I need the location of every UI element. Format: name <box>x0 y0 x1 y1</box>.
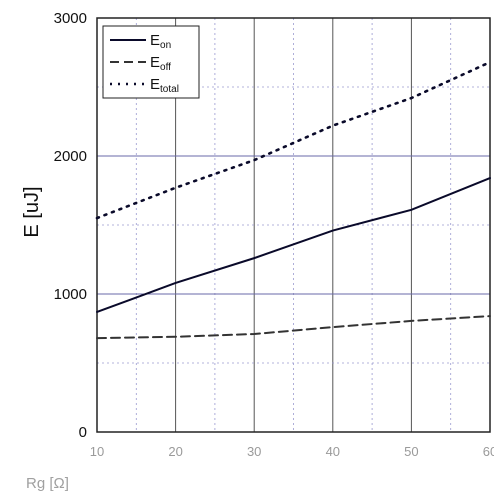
x-tick-label: 40 <box>326 444 340 459</box>
x-tick-label: 10 <box>90 444 104 459</box>
x-tick-label: 30 <box>247 444 261 459</box>
x-tick-label: 20 <box>168 444 182 459</box>
x-tick-label: 50 <box>404 444 418 459</box>
x-axis-ticks: 10 20 30 40 50 60 <box>90 444 494 459</box>
legend: Eon Eoff Etotal <box>102 25 200 99</box>
series-line-eon <box>96 177 491 313</box>
x-tick-label: 60 <box>483 444 494 459</box>
y-axis-label: E [uJ] <box>21 186 43 237</box>
grid <box>97 18 490 432</box>
y-tick-label: 0 <box>79 424 87 441</box>
series-line-etotal <box>95 60 492 220</box>
y-tick-label: 1000 <box>54 286 87 303</box>
plot-area-border <box>96 17 491 433</box>
x-axis-label: Rg [Ω] <box>26 475 69 492</box>
series-line-eoff <box>96 315 491 340</box>
legend-label-eon: Eon <box>150 32 171 51</box>
y-tick-label: 3000 <box>54 10 87 27</box>
y-tick-label: 2000 <box>54 148 87 165</box>
legend-label-etotal: Etotal <box>150 76 179 95</box>
series-lines <box>95 60 492 340</box>
legend-label-eoff: Eoff <box>150 54 171 73</box>
y-axis-ticks: 0 1000 2000 3000 <box>54 10 87 441</box>
